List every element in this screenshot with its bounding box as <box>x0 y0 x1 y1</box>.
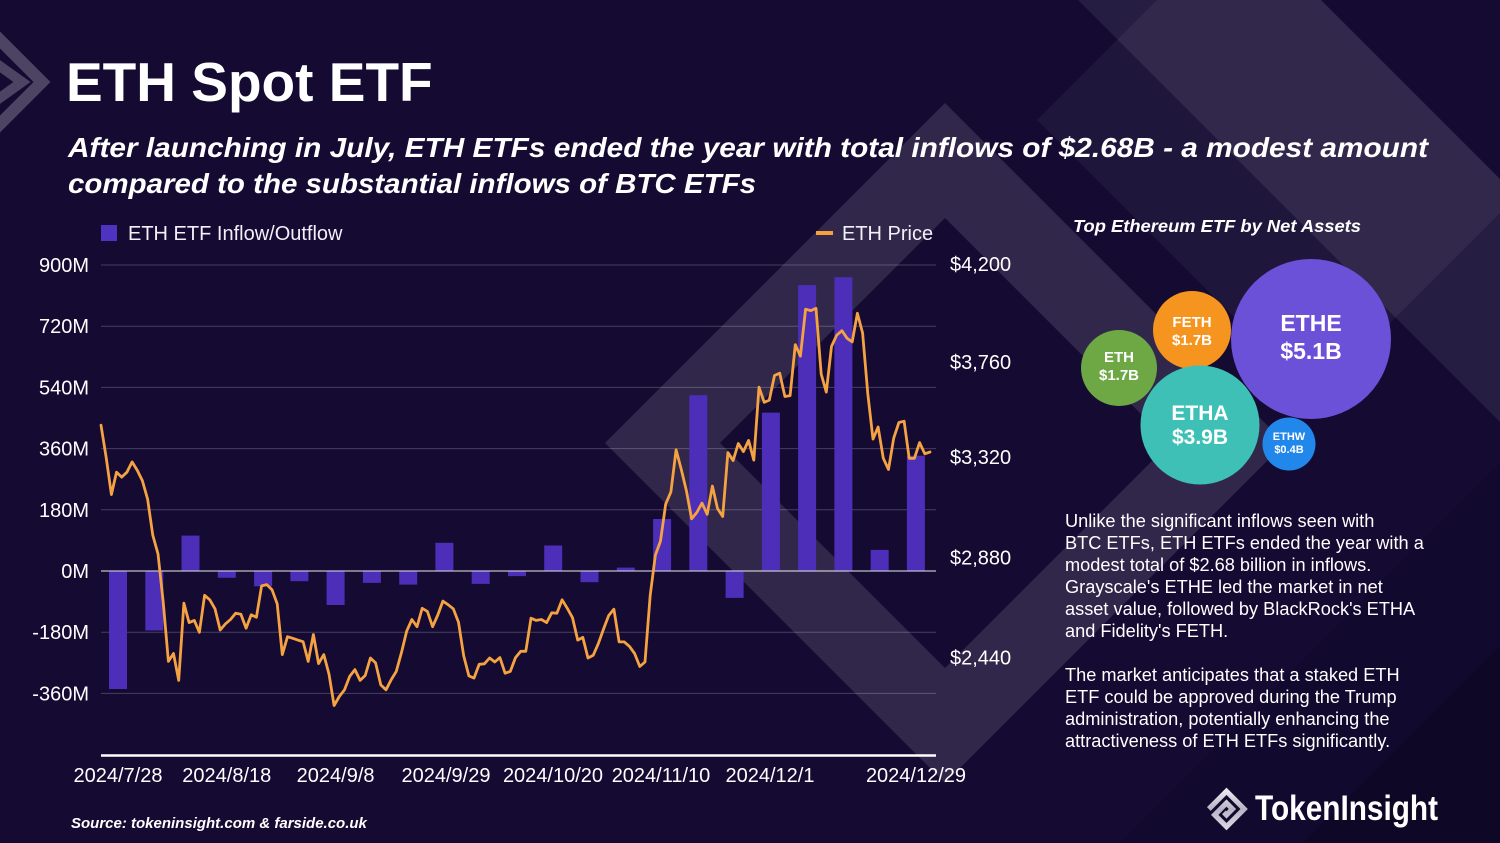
svg-text:ETH ETF Inflow/Outflow: ETH ETF Inflow/Outflow <box>128 223 343 245</box>
svg-text:Source: tokeninsight.com & far: Source: tokeninsight.com & farside.co.uk <box>71 815 368 832</box>
svg-text:ETH: ETH <box>1104 349 1134 366</box>
svg-text:2024/12/1: 2024/12/1 <box>726 765 815 787</box>
svg-text:2024/11/10: 2024/11/10 <box>612 765 711 787</box>
svg-text:TokenInsight: TokenInsight <box>1255 789 1438 828</box>
svg-text:attractiveness of ETH ETFs sig: attractiveness of ETH ETFs significantly… <box>1065 731 1390 751</box>
svg-text:FETH: FETH <box>1172 314 1211 331</box>
svg-text:2024/8/18: 2024/8/18 <box>182 765 271 787</box>
svg-text:$3.9B: $3.9B <box>1172 426 1228 449</box>
svg-text:BTC ETFs, ETH ETFs ended the y: BTC ETFs, ETH ETFs ended the year with a <box>1065 533 1425 553</box>
svg-text:$3,760: $3,760 <box>950 352 1011 374</box>
svg-text:720M: 720M <box>39 316 89 338</box>
svg-text:The market anticipates that a: The market anticipates that a staked ETH <box>1065 665 1400 685</box>
svg-text:2024/7/28: 2024/7/28 <box>74 765 163 787</box>
svg-text:$1.7B: $1.7B <box>1172 332 1212 349</box>
svg-text:Grayscale's ETHE led the marke: Grayscale's ETHE led the market in net <box>1065 577 1383 597</box>
svg-text:$1.7B: $1.7B <box>1099 367 1139 384</box>
svg-text:ETH Price: ETH Price <box>842 223 933 245</box>
svg-text:After launching in July, ETH E: After launching in July, ETH ETFs ended … <box>67 132 1430 163</box>
svg-text:2024/12/29: 2024/12/29 <box>866 765 966 787</box>
svg-text:$2,440: $2,440 <box>950 648 1011 670</box>
svg-text:asset value, followed by Black: asset value, followed by BlackRock's ETH… <box>1065 599 1416 619</box>
svg-text:administration, potentially en: administration, potentially enhancing th… <box>1065 709 1390 729</box>
svg-text:ETHA: ETHA <box>1171 402 1228 425</box>
svg-text:540M: 540M <box>39 377 89 399</box>
svg-text:2024/9/29: 2024/9/29 <box>402 765 491 787</box>
svg-text:ETHE: ETHE <box>1280 310 1341 336</box>
svg-text:$0.4B: $0.4B <box>1274 444 1303 456</box>
svg-text:modest total of $2.68 billion: modest total of $2.68 billion in inflows… <box>1065 555 1371 575</box>
svg-text:Unlike the significant inflows: Unlike the significant inflows seen with <box>1065 511 1374 531</box>
svg-text:$2,880: $2,880 <box>950 548 1011 570</box>
svg-text:2024/10/20: 2024/10/20 <box>503 765 603 787</box>
svg-text:$4,200: $4,200 <box>950 254 1011 276</box>
svg-text:$3,320: $3,320 <box>950 447 1011 469</box>
svg-text:$5.1B: $5.1B <box>1280 338 1341 364</box>
svg-text:180M: 180M <box>39 500 89 522</box>
svg-text:ETH Spot ETF: ETH Spot ETF <box>66 51 433 113</box>
svg-text:0M: 0M <box>61 561 89 583</box>
svg-text:-180M: -180M <box>32 622 89 644</box>
svg-text:900M: 900M <box>39 255 89 277</box>
svg-text:2024/9/8: 2024/9/8 <box>297 765 375 787</box>
svg-text:ETF could be approved during t: ETF could be approved during the Trump <box>1065 687 1397 707</box>
svg-text:Top Ethereum ETF by Net Assets: Top Ethereum ETF by Net Assets <box>1073 216 1361 236</box>
svg-text:compared to the substantial in: compared to the substantial inflows of B… <box>68 168 756 199</box>
svg-text:-360M: -360M <box>32 683 89 705</box>
svg-text:ETHW: ETHW <box>1273 431 1306 443</box>
svg-text:360M: 360M <box>39 439 89 461</box>
svg-text:and Fidelity's FETH.: and Fidelity's FETH. <box>1065 621 1228 641</box>
